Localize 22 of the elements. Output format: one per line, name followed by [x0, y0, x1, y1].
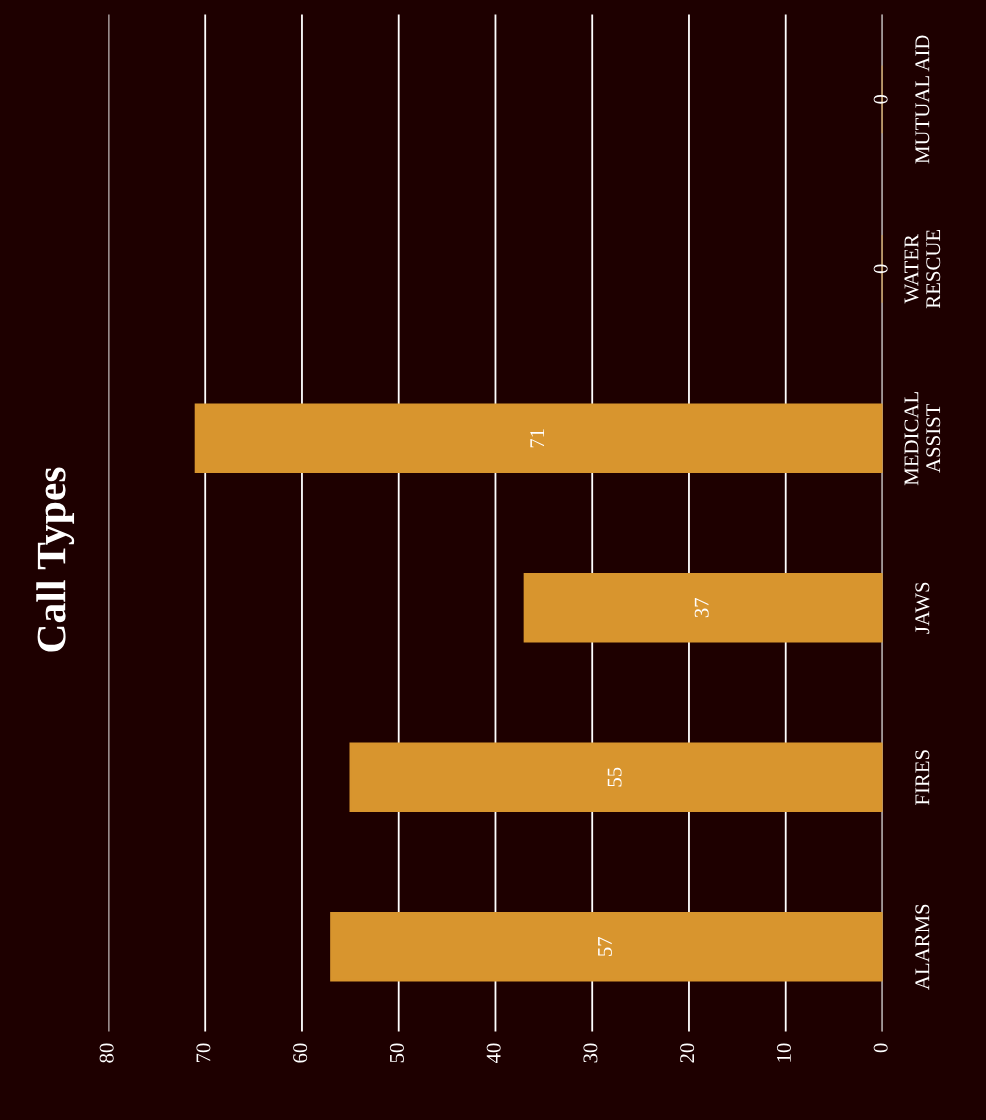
y-tick-label: JAWS [915, 582, 930, 634]
data-label: 0 [873, 264, 888, 274]
data-label: 71 [530, 429, 545, 448]
data-label: 0 [873, 94, 888, 104]
text: Call Types [36, 467, 75, 652]
x-tick-label: 80 [99, 1043, 114, 1063]
x-tick-label: 50 [389, 1043, 404, 1063]
y-tick-label: MEDICAL ASSIST [904, 392, 941, 486]
x-tick-label: 70 [196, 1043, 211, 1063]
x-tick-label: 10 [776, 1043, 791, 1062]
y-tick-label: ALARMS [915, 904, 930, 990]
y-tick-label: WATER RESCUE [904, 229, 941, 309]
data-label: 55 [607, 767, 622, 787]
y-tick-label: FIRES [915, 750, 930, 806]
data-label: 37 [694, 597, 709, 618]
x-tick-label: 0 [873, 1043, 888, 1053]
x-tick-label: 30 [583, 1043, 598, 1063]
x-tick-label: 40 [486, 1043, 501, 1064]
y-tick-label: MUTUAL AID [915, 35, 930, 164]
data-label: 57 [598, 936, 612, 956]
x-tick-label: 20 [680, 1043, 695, 1063]
x-tick-label: 60 [293, 1043, 308, 1063]
